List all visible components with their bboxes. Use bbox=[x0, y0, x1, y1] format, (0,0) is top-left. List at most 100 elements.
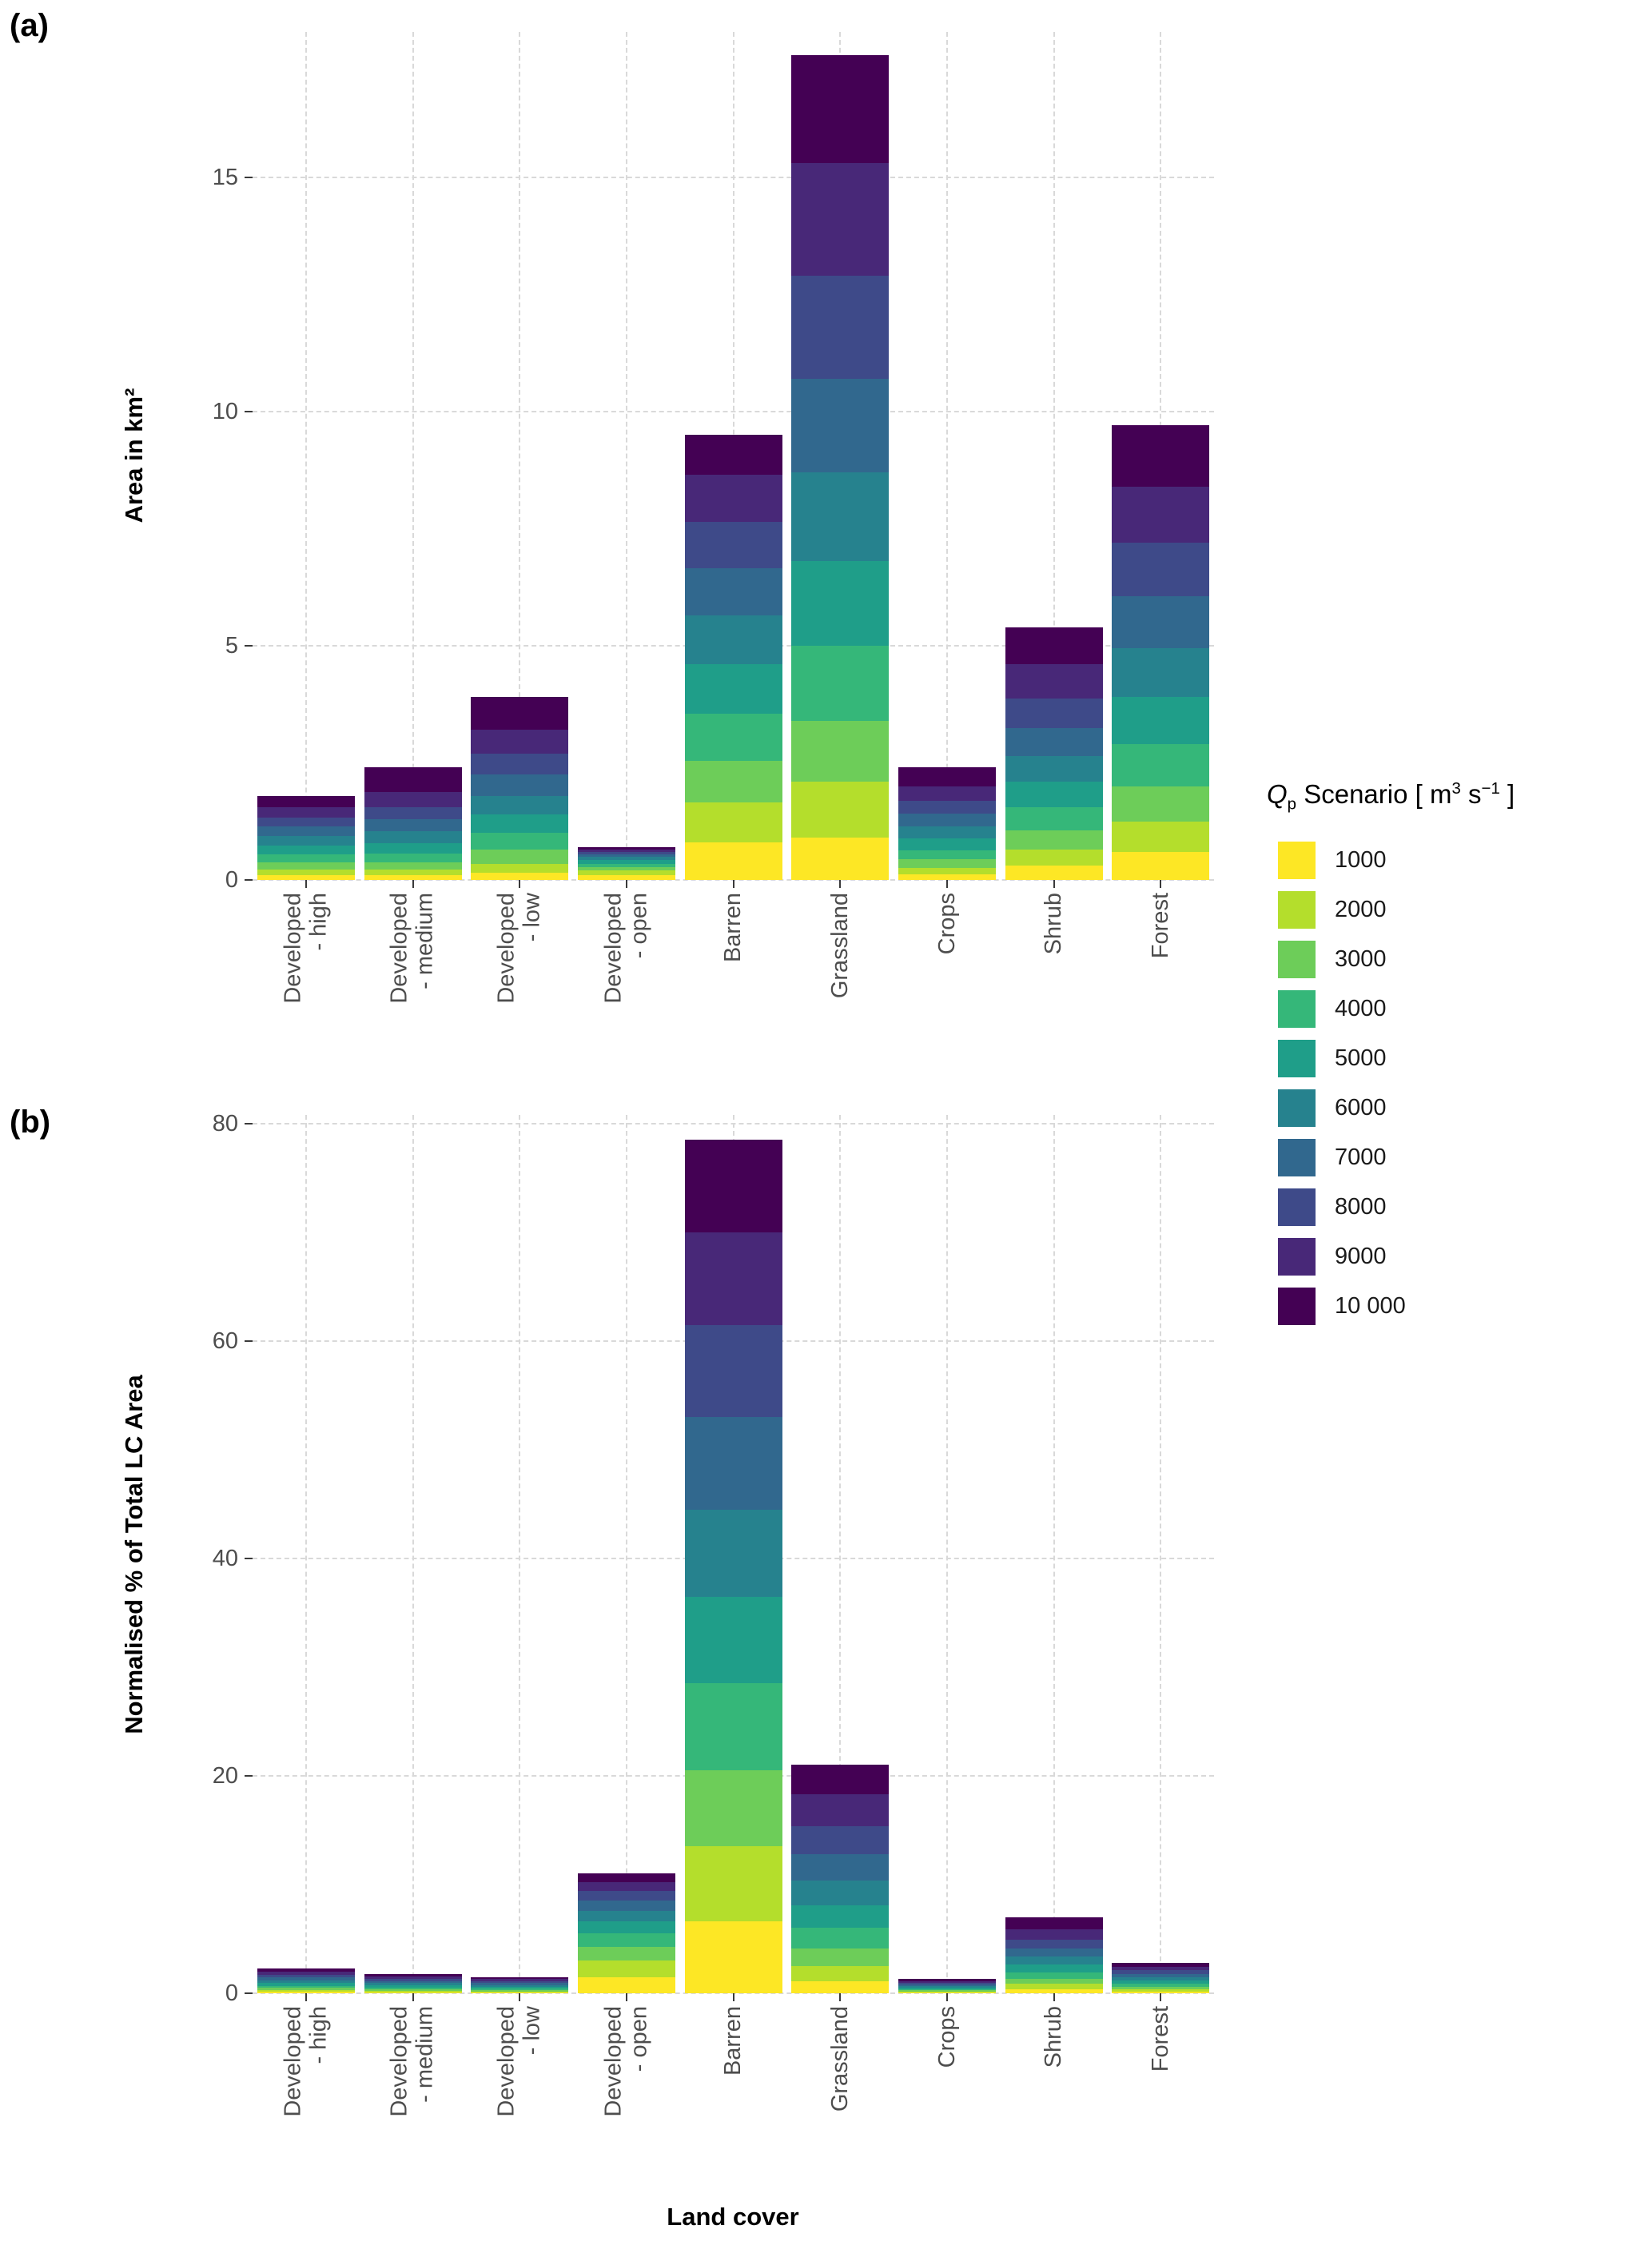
bar-segment bbox=[1112, 1991, 1210, 1993]
legend-item: 8000 bbox=[1278, 1188, 1650, 1226]
gridline-vertical bbox=[412, 1115, 414, 1993]
legend-title-mid2: s bbox=[1460, 779, 1482, 809]
legend-item-label: 4000 bbox=[1335, 995, 1387, 1021]
bar-segment bbox=[257, 817, 355, 827]
x-tick-mark bbox=[732, 880, 734, 888]
x-tick-label-text: Developed - open bbox=[600, 893, 652, 1004]
x-tick-mark bbox=[945, 880, 948, 888]
bar-segment bbox=[1005, 727, 1103, 756]
bar-segment bbox=[684, 1683, 782, 1771]
x-tick-mark bbox=[625, 880, 627, 888]
x-tick-label-text: Grassland bbox=[826, 893, 853, 999]
legend-title-end: ] bbox=[1499, 779, 1515, 809]
legend-item-label: 8000 bbox=[1335, 1193, 1387, 1220]
bar-segment bbox=[1112, 1986, 1210, 1989]
bar-segment bbox=[684, 568, 782, 615]
bar-segment bbox=[684, 1596, 782, 1684]
bar-stack bbox=[1112, 425, 1210, 880]
bar-segment bbox=[257, 845, 355, 855]
bar-segment bbox=[471, 753, 569, 775]
x-tick-mark bbox=[1053, 1993, 1055, 2001]
bar-segment bbox=[684, 1846, 782, 1922]
x-tick-mark bbox=[305, 880, 307, 888]
bar-segment bbox=[471, 1989, 569, 1992]
bar-segment bbox=[791, 1948, 890, 1967]
legend-swatch bbox=[1278, 1039, 1316, 1077]
bar-segment bbox=[1112, 821, 1210, 852]
bar-segment bbox=[1005, 1978, 1103, 1984]
bar-segment bbox=[471, 833, 569, 850]
x-tick-label: Crops bbox=[894, 893, 1001, 1117]
bar-segment bbox=[364, 819, 462, 832]
y-tick-mark bbox=[245, 410, 253, 412]
bar-segment bbox=[577, 1882, 675, 1892]
legend-item: 4000 bbox=[1278, 989, 1650, 1028]
y-tick-label: 80 bbox=[212, 1110, 238, 1136]
x-tick-label: Developed - medium bbox=[360, 2006, 467, 2230]
bar-segment bbox=[684, 760, 782, 803]
legend-title: Qp Scenario [ m3 s−1 ] bbox=[1267, 779, 1650, 814]
x-tick-label: Developed - low bbox=[466, 2006, 573, 2230]
bar-segment bbox=[898, 786, 996, 801]
bar-segment bbox=[577, 1976, 675, 1993]
bar-segment bbox=[791, 1853, 890, 1881]
bar-stack bbox=[471, 1976, 569, 1993]
bar-segment bbox=[791, 1928, 890, 1949]
bar-segment bbox=[898, 1988, 996, 1991]
bar-stack bbox=[791, 55, 890, 880]
bar-segment bbox=[577, 863, 675, 867]
legend-item-label: 6000 bbox=[1335, 1094, 1387, 1121]
y-tick-label: 10 bbox=[212, 398, 238, 424]
legend-item: 7000 bbox=[1278, 1138, 1650, 1176]
bar-segment bbox=[684, 521, 782, 569]
legend-item-label: 2000 bbox=[1335, 896, 1387, 922]
bar-segment bbox=[257, 875, 355, 880]
legend-swatch bbox=[1278, 1138, 1316, 1176]
bar-segment bbox=[1112, 425, 1210, 487]
bar-segment bbox=[577, 854, 675, 858]
x-tick-mark bbox=[1160, 880, 1162, 888]
gridline-vertical bbox=[1160, 1115, 1162, 1993]
x-tick-label: Developed - medium bbox=[360, 893, 467, 1117]
bar-segment bbox=[1005, 866, 1103, 880]
legend-title-q: Q bbox=[1267, 779, 1288, 809]
bar-segment bbox=[684, 713, 782, 761]
bar-segment bbox=[577, 860, 675, 864]
bar-segment bbox=[471, 730, 569, 754]
panel-label-b: (b) bbox=[10, 1105, 51, 1140]
x-tick-label-text: Developed - high bbox=[280, 2006, 332, 2117]
bar-segment bbox=[471, 774, 569, 796]
bar-segment bbox=[257, 1988, 355, 1990]
bar-segment bbox=[364, 862, 462, 870]
bar-segment bbox=[684, 1417, 782, 1510]
bar-segment bbox=[257, 1977, 355, 1980]
bar-segment bbox=[1005, 755, 1103, 782]
legend-item: 3000 bbox=[1278, 940, 1650, 978]
bar-segment bbox=[898, 1990, 996, 1992]
panel-label-a: (a) bbox=[10, 8, 49, 43]
x-tick-label: Forest bbox=[1107, 2006, 1214, 2230]
bar-segment bbox=[577, 849, 675, 852]
x-axis-title: Land cover bbox=[667, 2203, 799, 2231]
bar-stack bbox=[791, 1765, 890, 1993]
bar-segment bbox=[684, 615, 782, 665]
legend-item: 9000 bbox=[1278, 1237, 1650, 1276]
bar-segment bbox=[577, 875, 675, 880]
bar-segment bbox=[898, 1984, 996, 1987]
bar-segment bbox=[684, 1770, 782, 1847]
x-tick-label-text: Barren bbox=[720, 893, 746, 963]
x-tick-label: Forest bbox=[1107, 893, 1214, 1117]
gridline-vertical bbox=[519, 32, 521, 880]
bar-segment bbox=[1112, 543, 1210, 597]
y-tick-mark bbox=[245, 1339, 253, 1342]
bar-segment bbox=[1005, 1917, 1103, 1929]
legend-title-supm1: −1 bbox=[1481, 779, 1500, 798]
bar-segment bbox=[577, 1960, 675, 1977]
bar-segment bbox=[898, 1986, 996, 1988]
x-tick-mark bbox=[519, 880, 521, 888]
gridline-vertical bbox=[1053, 1115, 1055, 1993]
bar-segment bbox=[577, 866, 675, 871]
bar-segment bbox=[791, 55, 890, 164]
bar-segment bbox=[577, 1921, 675, 1934]
x-tick-mark bbox=[305, 1993, 307, 2001]
